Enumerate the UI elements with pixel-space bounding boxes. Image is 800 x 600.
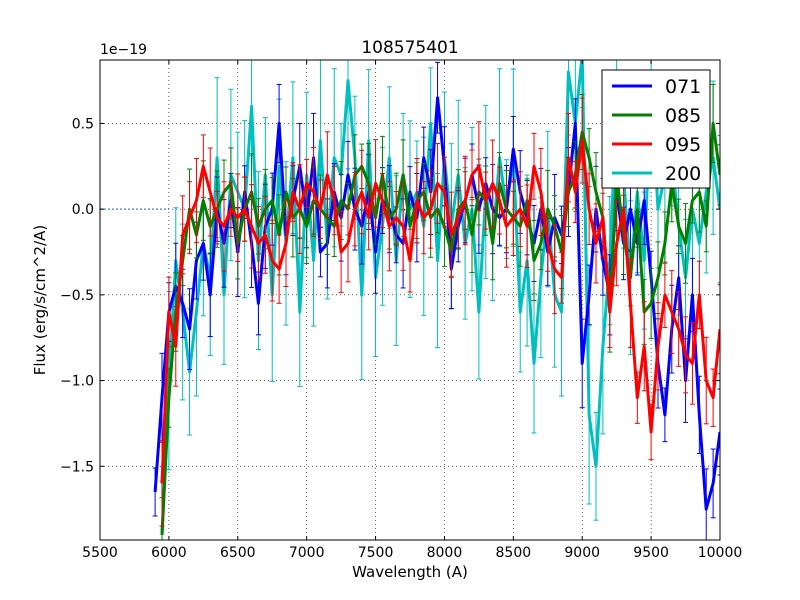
chart-title: 108575401 <box>361 38 458 58</box>
y-tick-label: 0.0 <box>72 202 94 218</box>
y-tick-label: −1.5 <box>60 459 94 475</box>
x-tick-label: 7500 <box>358 545 394 561</box>
x-tick-label: 5500 <box>82 545 118 561</box>
x-tick-label: 6000 <box>151 545 187 561</box>
y-tick-label: −0.5 <box>60 288 94 304</box>
y-tick-label: −1.0 <box>60 374 94 390</box>
x-tick-label: 7000 <box>289 545 325 561</box>
y-offset-label: 1e−19 <box>100 42 147 58</box>
x-tick-label: 9000 <box>564 545 600 561</box>
x-tick-label: 6500 <box>220 545 256 561</box>
y-tick-label: 0.5 <box>72 116 94 132</box>
x-tick-label: 8500 <box>496 545 532 561</box>
x-tick-label: 9500 <box>633 545 669 561</box>
x-axis-label: Wavelength (A) <box>352 563 468 581</box>
data-layer <box>100 60 720 540</box>
series-095 <box>159 97 720 527</box>
x-tick-label: 8000 <box>427 545 463 561</box>
ticks: 5500 6000 6500 7000 7500 8000 8500 9000 9500 1000… <box>60 60 742 561</box>
legend-label-200: 200 <box>665 163 701 185</box>
legend-label-085: 085 <box>665 105 701 127</box>
series-line-095 <box>160 139 720 484</box>
legend-box <box>601 69 711 189</box>
legend-label-095: 095 <box>665 134 701 156</box>
y-axis-label: Flux (erg/s/cm^2/A) <box>31 225 49 376</box>
legend-label-071: 071 <box>665 76 701 98</box>
axes-frame <box>99 59 721 541</box>
x-tick-label: 10000 <box>698 545 743 561</box>
legend: 071 085 095 200 <box>601 69 711 189</box>
